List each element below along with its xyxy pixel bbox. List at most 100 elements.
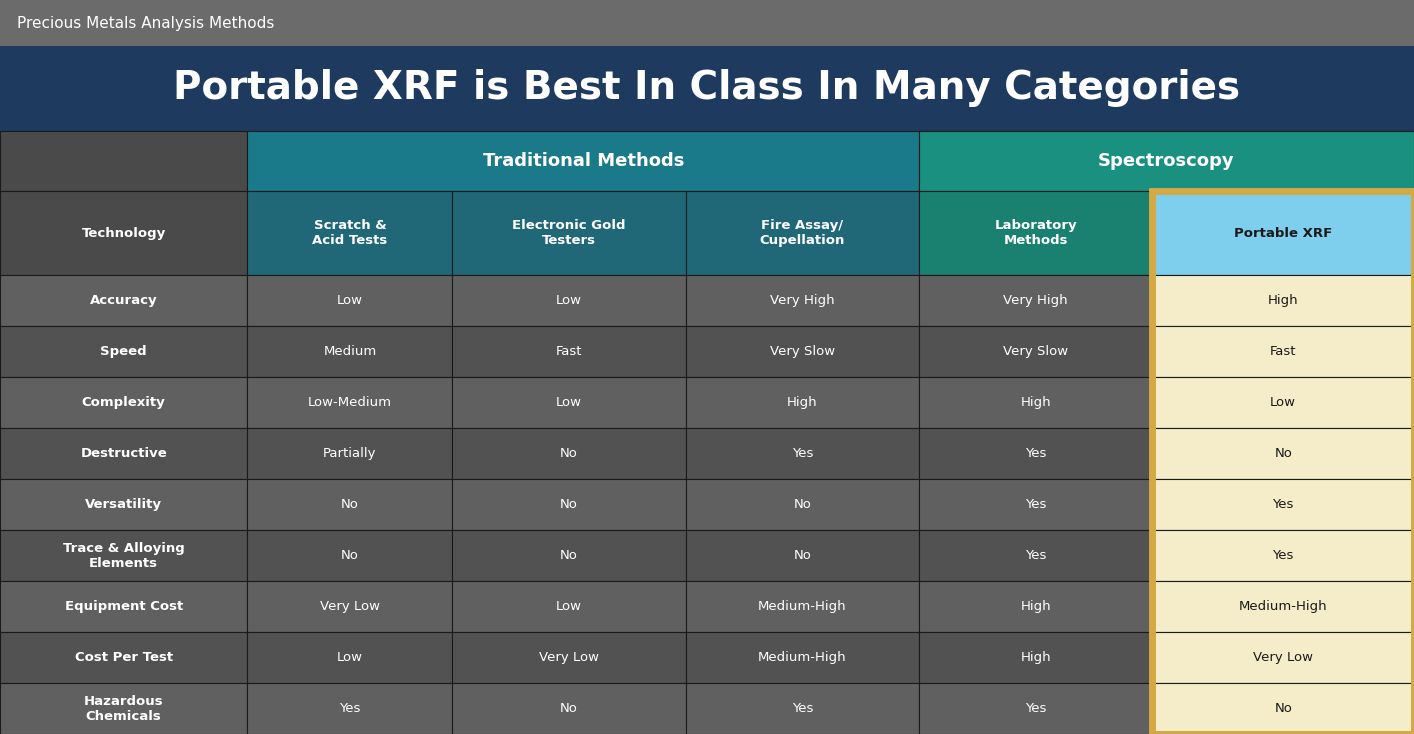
Bar <box>0 46 1414 131</box>
Bar <box>919 530 1152 581</box>
Text: Fire Assay/
Cupellation: Fire Assay/ Cupellation <box>759 219 846 247</box>
Text: High: High <box>788 396 817 409</box>
Text: No: No <box>341 549 359 562</box>
Text: Very Low: Very Low <box>320 600 380 613</box>
Bar <box>452 377 686 428</box>
Bar <box>686 428 919 479</box>
Bar <box>247 191 452 275</box>
Bar <box>0 428 247 479</box>
Text: No: No <box>560 447 578 460</box>
Bar <box>686 530 919 581</box>
Bar <box>919 131 1414 191</box>
Bar <box>247 530 452 581</box>
Text: No: No <box>1274 702 1292 715</box>
Bar <box>686 377 919 428</box>
Bar <box>0 581 247 632</box>
Text: Medium-High: Medium-High <box>758 600 847 613</box>
Bar <box>919 275 1152 326</box>
Text: Yes: Yes <box>1025 549 1046 562</box>
Bar <box>919 191 1152 275</box>
Bar <box>0 326 247 377</box>
Text: Versatility: Versatility <box>85 498 163 511</box>
Text: Fast: Fast <box>1270 345 1297 358</box>
Bar <box>247 479 452 530</box>
Text: Low: Low <box>556 294 583 308</box>
Text: Scratch &
Acid Tests: Scratch & Acid Tests <box>312 219 387 247</box>
Bar <box>0 131 247 191</box>
Bar <box>1152 191 1414 734</box>
Text: High: High <box>1268 294 1298 308</box>
Bar <box>247 428 452 479</box>
Text: High: High <box>1021 396 1051 409</box>
Text: Cost Per Test: Cost Per Test <box>75 651 173 664</box>
Bar <box>247 275 452 326</box>
Bar <box>686 275 919 326</box>
Text: Medium-High: Medium-High <box>758 651 847 664</box>
Bar <box>919 683 1152 734</box>
Bar <box>452 191 686 275</box>
Bar <box>1152 479 1414 530</box>
Bar <box>1152 191 1414 275</box>
Text: High: High <box>1021 600 1051 613</box>
Bar <box>0 377 247 428</box>
Text: Precious Metals Analysis Methods: Precious Metals Analysis Methods <box>17 15 274 31</box>
Text: Very Low: Very Low <box>1253 651 1314 664</box>
Bar <box>452 581 686 632</box>
Bar <box>686 191 919 275</box>
Text: Yes: Yes <box>792 447 813 460</box>
Bar <box>686 581 919 632</box>
Text: Low: Low <box>556 396 583 409</box>
Text: No: No <box>793 549 812 562</box>
Bar <box>1152 326 1414 377</box>
Bar <box>919 581 1152 632</box>
Text: Medium-High: Medium-High <box>1239 600 1328 613</box>
Bar <box>919 326 1152 377</box>
Text: Yes: Yes <box>1025 447 1046 460</box>
Bar <box>452 275 686 326</box>
Text: Low: Low <box>1270 396 1297 409</box>
Text: Low: Low <box>337 651 363 664</box>
Text: Portable XRF is Best In Class In Many Categories: Portable XRF is Best In Class In Many Ca… <box>174 70 1240 107</box>
Text: Very Slow: Very Slow <box>769 345 836 358</box>
Text: Yes: Yes <box>1025 702 1046 715</box>
Text: Low: Low <box>337 294 363 308</box>
Bar <box>452 428 686 479</box>
Text: Yes: Yes <box>792 702 813 715</box>
Bar <box>0 0 1414 46</box>
Text: Yes: Yes <box>339 702 361 715</box>
Text: Traditional Methods: Traditional Methods <box>482 152 684 170</box>
Text: Very High: Very High <box>771 294 834 308</box>
Text: Complexity: Complexity <box>82 396 165 409</box>
Bar <box>0 632 247 683</box>
Text: Technology: Technology <box>82 227 165 239</box>
Bar <box>919 632 1152 683</box>
Bar <box>686 479 919 530</box>
Text: No: No <box>1274 447 1292 460</box>
Bar <box>919 479 1152 530</box>
Bar <box>1152 377 1414 428</box>
Bar <box>919 377 1152 428</box>
Bar <box>919 428 1152 479</box>
Bar <box>452 683 686 734</box>
Text: Low-Medium: Low-Medium <box>308 396 392 409</box>
Text: No: No <box>341 498 359 511</box>
Text: Accuracy: Accuracy <box>90 294 157 308</box>
Text: Electronic Gold
Testers: Electronic Gold Testers <box>512 219 626 247</box>
Text: Portable XRF: Portable XRF <box>1234 227 1332 239</box>
Bar <box>452 632 686 683</box>
Bar <box>1152 428 1414 479</box>
Bar <box>686 326 919 377</box>
Text: No: No <box>793 498 812 511</box>
Text: High: High <box>1021 651 1051 664</box>
Bar <box>0 275 247 326</box>
Bar <box>1152 632 1414 683</box>
Text: No: No <box>560 498 578 511</box>
Text: Low: Low <box>556 600 583 613</box>
Text: Laboratory
Methods: Laboratory Methods <box>994 219 1077 247</box>
Text: No: No <box>560 549 578 562</box>
Bar <box>0 683 247 734</box>
Bar <box>247 326 452 377</box>
Text: No: No <box>560 702 578 715</box>
Bar <box>1152 530 1414 581</box>
Text: Yes: Yes <box>1273 498 1294 511</box>
